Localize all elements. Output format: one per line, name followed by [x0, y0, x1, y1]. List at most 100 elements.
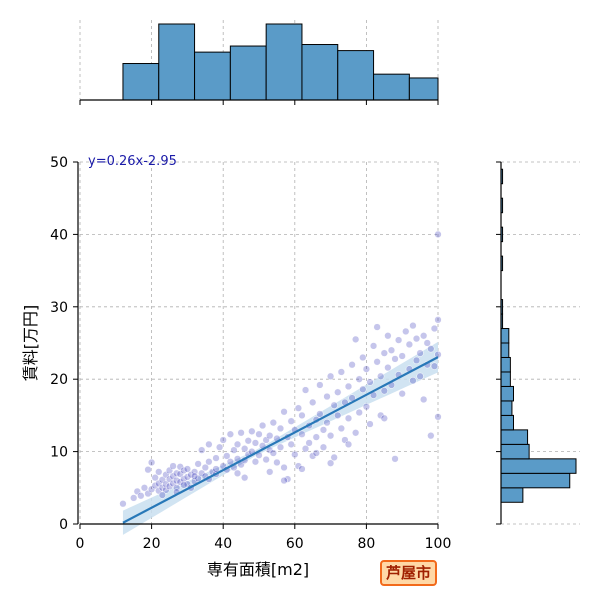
data-point: [420, 332, 428, 340]
data-point: [366, 378, 374, 386]
data-point: [352, 335, 360, 344]
data-point: [258, 421, 267, 430]
data-point: [359, 353, 367, 362]
data-point: [423, 339, 431, 347]
data-point: [319, 426, 328, 434]
data-point: [326, 459, 335, 467]
data-point: [344, 382, 353, 391]
y-tick-label: 50: [50, 155, 68, 171]
x-axis-title: 専有面積[m2]: [207, 560, 309, 579]
data-point: [180, 475, 188, 483]
data-point: [301, 386, 310, 394]
right-hist-bar: [500, 385, 514, 402]
data-point: [241, 474, 249, 482]
top-hist-bar: [122, 63, 160, 101]
data-point: [233, 469, 242, 477]
top-hist-bar: [301, 44, 339, 101]
data-point: [266, 432, 274, 440]
data-point: [319, 443, 328, 451]
data-point: [244, 437, 252, 445]
data-point: [391, 455, 399, 463]
right-hist-bar: [500, 414, 514, 431]
data-point: [162, 471, 170, 479]
data-point: [233, 440, 242, 449]
data-point: [251, 458, 260, 466]
data-point: [219, 436, 227, 444]
data-point: [402, 327, 410, 336]
data-point: [151, 474, 159, 482]
regression-equation: y=0.26x-2.95: [88, 154, 177, 169]
right-hist-bar: [500, 356, 511, 373]
data-point: [430, 362, 439, 370]
x-tick-label: 20: [143, 536, 161, 552]
data-point: [212, 454, 220, 462]
data-point: [330, 453, 338, 462]
y-tick-label: 30: [50, 300, 68, 316]
data-point: [144, 466, 152, 474]
data-point: [158, 491, 166, 499]
data-point: [137, 492, 145, 500]
data-point: [266, 468, 274, 476]
data-point: [384, 363, 392, 372]
data-point: [398, 390, 406, 398]
data-point: [355, 408, 363, 417]
data-point: [355, 375, 363, 383]
data-point: [434, 413, 442, 421]
data-point: [194, 460, 202, 468]
right-hist-bar: [500, 400, 513, 416]
data-point: [384, 332, 392, 340]
data-point: [147, 458, 156, 467]
data-point: [334, 411, 342, 420]
right-hist-bar: [500, 458, 577, 474]
right-marginal-histogram: [496, 161, 580, 525]
data-point: [165, 466, 174, 475]
data-point: [416, 349, 424, 357]
data-point: [119, 500, 127, 508]
data-point: [352, 429, 360, 437]
data-point: [409, 321, 417, 330]
data-point: [283, 475, 292, 483]
x-tick-label: 60: [286, 536, 304, 552]
data-point: [394, 336, 403, 344]
data-point: [434, 316, 442, 324]
x-tick-label: 40: [214, 536, 232, 552]
data-point: [255, 430, 263, 438]
data-point: [180, 466, 188, 475]
data-point: [330, 401, 338, 409]
data-point: [133, 487, 141, 496]
x-tick-label: 0: [76, 536, 85, 552]
data-point: [341, 436, 349, 444]
top-hist-bar: [229, 45, 267, 101]
data-point: [316, 381, 324, 389]
data-point: [205, 458, 213, 466]
y-tick-label: 40: [50, 227, 68, 243]
data-point: [269, 449, 277, 457]
data-point: [398, 352, 406, 360]
data-point: [262, 455, 270, 464]
data-point: [373, 323, 381, 331]
data-point: [337, 424, 345, 433]
data-point: [180, 481, 188, 489]
x-tick-label: 100: [425, 536, 452, 552]
y-tick-label: 0: [59, 517, 68, 533]
data-point: [158, 476, 166, 484]
data-point: [405, 340, 414, 349]
data-point: [412, 356, 421, 365]
data-point: [380, 414, 388, 422]
right-hist-bar: [500, 487, 524, 503]
data-point: [359, 385, 367, 393]
data-point: [230, 446, 238, 454]
right-hist-bar: [500, 342, 510, 358]
data-point: [434, 350, 442, 359]
data-point: [280, 476, 288, 485]
data-point: [291, 450, 299, 459]
top-hist-bar: [337, 50, 375, 101]
data-point: [273, 458, 281, 467]
top-hist-bar: [194, 51, 231, 101]
data-point: [430, 324, 439, 333]
data-point: [412, 335, 421, 343]
data-point: [183, 465, 192, 473]
data-point: [316, 410, 324, 418]
data-point: [162, 480, 170, 488]
top-marginal-histogram: [79, 20, 439, 105]
